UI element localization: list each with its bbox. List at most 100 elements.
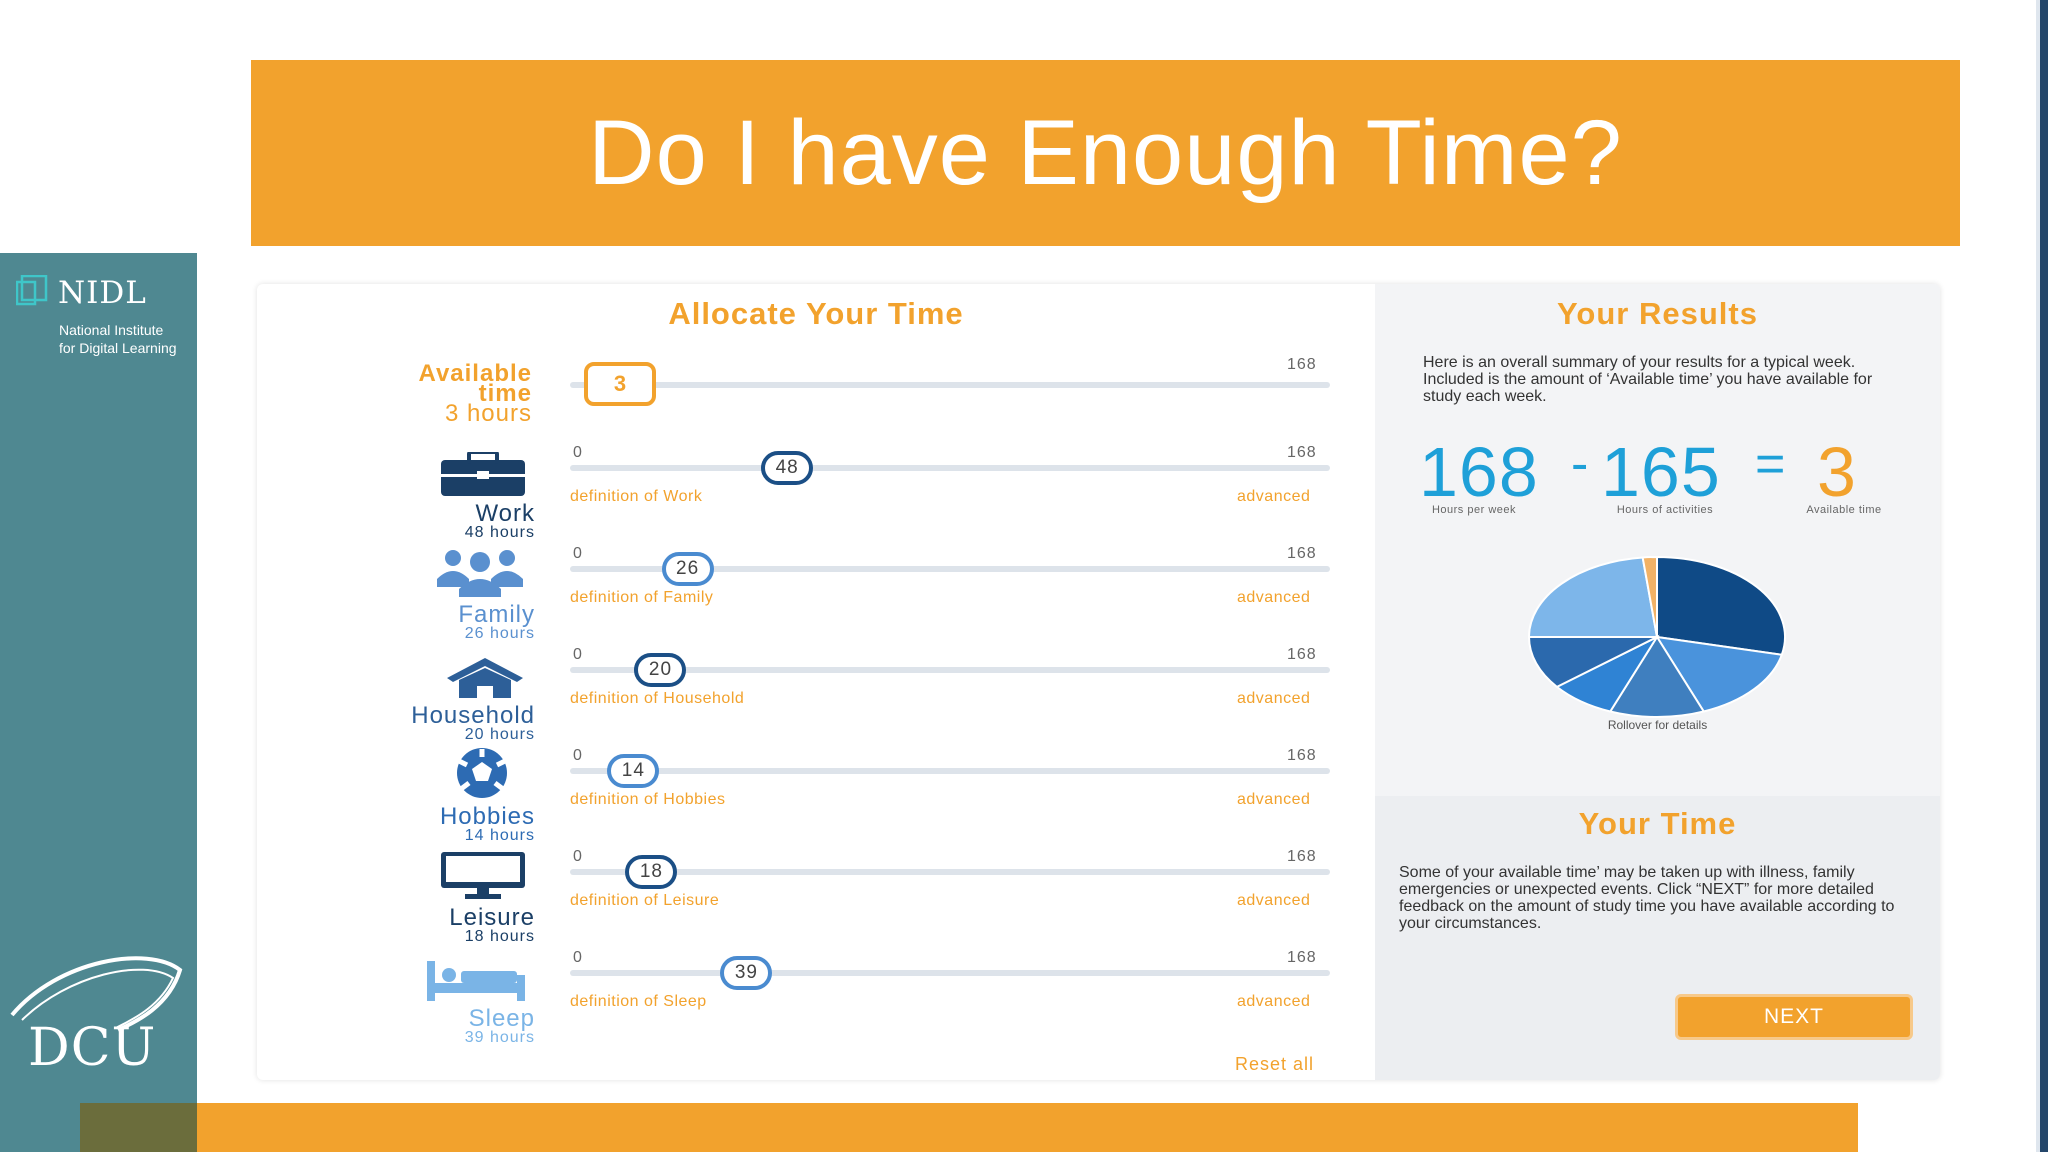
pie-slice-household[interactable] (1608, 635, 1706, 718)
available-time-thumb[interactable]: 3 (584, 362, 656, 406)
slider-max: 168 (1287, 949, 1317, 966)
time-calculator-panel: Allocate Your Time Available time 3 hour… (257, 284, 1940, 1080)
right-edge-bar (2040, 0, 2048, 1152)
slider-max: 168 (1287, 444, 1317, 461)
available-time-label-small: Available time (1806, 504, 1882, 516)
available-max: 168 (1287, 356, 1317, 373)
pie-slice-leisure[interactable] (1527, 636, 1658, 689)
monitor-icon (441, 852, 525, 905)
activity-row-hobbies: Hobbies 14 hours 0 168 14 definition of Hobbi… (257, 747, 1375, 847)
hours-of-activities-label: Hours of activities (1616, 504, 1714, 516)
slider-min: 0 (573, 949, 583, 966)
minus-sign: - (1571, 435, 1589, 493)
definition-link[interactable]: definition of Leisure (570, 892, 720, 909)
activity-label: Sleep 39 hours (465, 1005, 535, 1047)
nidl-subtitle-line2: for Digital Learning (59, 340, 177, 356)
slider-min: 0 (573, 646, 583, 663)
definition-link[interactable]: definition of Family (570, 589, 714, 606)
activity-name: Household (411, 702, 535, 729)
advanced-link[interactable]: advanced (1237, 791, 1311, 808)
activity-name: Leisure (449, 904, 535, 931)
slider-track[interactable] (570, 465, 1330, 471)
bottom-orange-bar (80, 1103, 1858, 1152)
available-track (570, 382, 1330, 388)
activity-label: Household 20 hours (411, 702, 535, 744)
activity-hours: 26 hours (464, 625, 535, 642)
advanced-link[interactable]: advanced (1237, 488, 1311, 505)
hours-of-activities-value: 165 (1601, 433, 1721, 511)
pie-slice-available-time[interactable] (1641, 555, 1658, 638)
title-banner: Do I have Enough Time? (251, 60, 1960, 246)
hours-per-week-value: 168 (1419, 433, 1539, 511)
advanced-link[interactable]: advanced (1237, 993, 1311, 1010)
definition-link[interactable]: definition of Household (570, 690, 745, 707)
nidl-subtitle: National Institute for Digital Learning (59, 321, 209, 357)
pie-caption: Rollover for details (1607, 718, 1708, 732)
house-icon (445, 658, 525, 703)
family-icon (435, 549, 525, 602)
reset-all-link[interactable]: Reset all (1235, 1054, 1315, 1074)
slide-title: Do I have Enough Time? (588, 101, 1623, 204)
available-time-label: Available time 3 hours (418, 360, 533, 427)
dcu-swoosh-icon (10, 956, 183, 1032)
slider-thumb[interactable]: 39 (720, 956, 773, 990)
activity-hours: 20 hours (464, 726, 535, 743)
activity-label: Leisure 18 hours (449, 904, 535, 946)
definition-link[interactable]: definition of Work (570, 488, 703, 505)
activity-row-work: Work 48 hours 0 168 48 definition of Work adva… (257, 444, 1375, 544)
pie-slice-sleep[interactable] (1527, 556, 1659, 638)
slider-thumb[interactable]: 14 (607, 754, 660, 788)
activity-label: Hobbies 14 hours (440, 803, 535, 845)
advanced-link[interactable]: advanced (1237, 690, 1311, 707)
activity-label: Work 48 hours (465, 500, 535, 542)
slider-max: 168 (1287, 646, 1317, 663)
advanced-link[interactable]: advanced (1237, 892, 1311, 909)
results-title: Your Results (1557, 296, 1758, 331)
allocate-title: Allocate Your Time (668, 296, 964, 331)
definition-link[interactable]: definition of Sleep (570, 993, 707, 1010)
next-button[interactable]: NEXT (1675, 994, 1913, 1040)
left-brand-strip (0, 253, 197, 1152)
results-description: Here is an overall summary of your resul… (1423, 354, 1873, 405)
slider-track[interactable] (570, 667, 1330, 673)
advanced-link[interactable]: advanced (1237, 589, 1311, 606)
activity-hours: 18 hours (464, 928, 535, 945)
hours-per-week-label: Hours per week (1431, 504, 1517, 516)
activity-hours: 14 hours (464, 827, 535, 844)
activity-name: Hobbies (439, 803, 535, 830)
slider-track[interactable] (570, 566, 1330, 572)
your-time-title: Your Time (1578, 806, 1737, 841)
slider-track[interactable] (570, 768, 1330, 774)
slider-min: 0 (573, 848, 583, 865)
equals-sign: = (1755, 435, 1786, 493)
bed-icon (427, 961, 525, 1006)
pie-slice-work[interactable] (1656, 555, 1786, 656)
activity-label: Family 26 hours (458, 601, 535, 643)
dcu-logo-text: DCU (28, 1018, 157, 1078)
activity-row-family: Family 26 hours 0 168 26 definition of Family… (257, 545, 1375, 645)
slider-thumb[interactable]: 20 (634, 653, 687, 687)
activity-hours: 39 hours (464, 1029, 535, 1046)
slider-max: 168 (1287, 545, 1317, 562)
nidl-name: NIDL (58, 275, 147, 311)
slider-thumb[interactable]: 26 (661, 552, 714, 586)
activities-pie-chart[interactable] (1525, 554, 1790, 724)
activity-name: Sleep (468, 1005, 535, 1032)
right-edge-highlight (2036, 0, 2040, 1152)
results-section: Your Results Here is an overall summary … (1375, 284, 1940, 796)
pie-slice-family[interactable] (1655, 635, 1784, 713)
available-hours: 3 hours (444, 400, 532, 427)
slider-thumb[interactable]: 18 (625, 855, 678, 889)
nidl-mark-icon (16, 275, 48, 306)
allocate-section: Allocate Your Time Available time 3 hour… (257, 284, 1375, 1080)
slider-track[interactable] (570, 970, 1330, 976)
activity-name: Family (458, 601, 535, 628)
slider-thumb[interactable]: 48 (761, 451, 814, 485)
available-time-value: 3 (1817, 433, 1857, 511)
activity-name: Work (475, 500, 535, 527)
available-label-line2: time (478, 380, 532, 407)
slider-track[interactable] (570, 869, 1330, 875)
bottom-bar-overlap (80, 1103, 197, 1152)
definition-link[interactable]: definition of Hobbies (570, 791, 726, 808)
available-label-line1: Available (418, 360, 532, 387)
